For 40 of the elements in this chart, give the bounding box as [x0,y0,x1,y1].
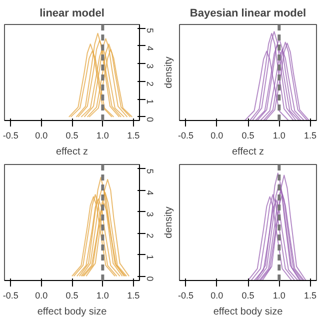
chart-title: Bayesian linear model [190,8,306,20]
y-tick-label: 0 [145,276,155,282]
y-tick-label: 5 [145,28,155,34]
x-tick-label: 0.0 [35,290,48,300]
x-axis-title: effect body size [213,306,284,318]
chart-title: linear model [40,8,104,20]
y-tick-label: 1 [145,99,155,104]
x-tick-label: 1.0 [96,290,109,300]
x-axis-title: effect body size [37,306,108,318]
x-tick-label: 1.5 [127,290,140,300]
x-axis-title: effect z [232,146,264,158]
y-axis-title: density [164,56,174,88]
x-tick-label: 0.5 [66,290,78,300]
y-axis-title: density [164,206,174,238]
x-tick-label: 0.5 [242,130,254,140]
x-tick-label: 1.5 [127,130,140,140]
x-tick-label: -0.5 [2,130,18,140]
x-tick-label: 0.0 [35,130,48,140]
y-tick-label: 4 [145,190,155,196]
x-tick-label: 1.0 [96,130,109,140]
x-tick-label: 0.5 [66,130,78,140]
y-tick-label: 3 [145,64,155,69]
x-tick-label: 1.0 [272,130,286,140]
y-tick-label: 2 [145,81,155,86]
x-tick-label: 0.5 [242,290,254,300]
y-tick-label: 0 [145,116,155,122]
y-tick-label: 4 [145,46,155,51]
x-tick-label: -0.5 [2,290,18,300]
x-tick-label: 0.0 [210,130,224,140]
x-tick-label: -0.5 [178,130,194,140]
y-tick-label: 3 [145,212,155,217]
x-tick-label: -0.5 [178,290,194,300]
y-tick-label: 5 [145,168,155,174]
x-tick-label: 1.5 [304,130,317,140]
x-tick-label: 1.5 [304,290,317,300]
x-tick-label: 1.0 [272,290,286,300]
x-tick-label: 0.0 [210,290,224,300]
x-axis-title: effect z [56,146,88,158]
y-tick-label: 1 [145,254,155,260]
y-tick-label: 2 [145,233,155,238]
